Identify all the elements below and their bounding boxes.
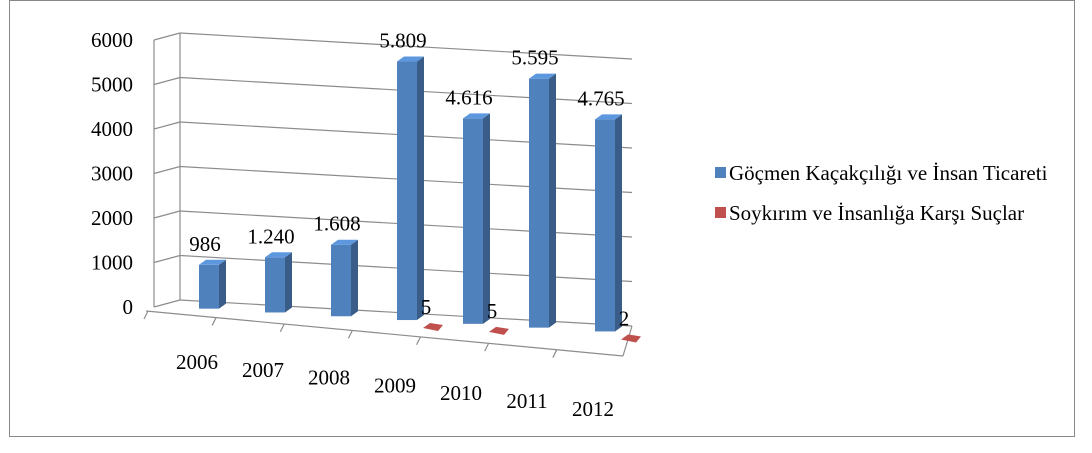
gridline [179, 32, 633, 60]
bar [423, 323, 443, 332]
x-tick [143, 310, 149, 320]
data-label: 2 [619, 306, 630, 330]
data-label: 4.765 [577, 86, 624, 110]
bar [529, 78, 549, 328]
gridline-side [153, 254, 181, 264]
chart-legend: Göçmen Kaçakçılığı ve İnsan Ticareti Soy… [713, 160, 1083, 240]
gridline-side [153, 32, 181, 41]
y-tick-label: 4000 [91, 117, 133, 141]
data-label: 4.616 [445, 85, 492, 109]
legend-item-series-2: Soykırım ve İnsanlığa Karşı Suçlar [713, 200, 1083, 226]
data-label: 5.809 [379, 29, 426, 53]
bar [595, 119, 615, 332]
x-tick [347, 330, 353, 339]
x-tick [484, 342, 490, 352]
legend-label-series-1: Göçmen Kaçakçılığı ve İnsan Ticareti [729, 161, 1048, 185]
y-tick-label: 0 [123, 295, 134, 319]
bar [265, 257, 285, 313]
bar-top [199, 259, 226, 265]
y-tick-label: 2000 [91, 206, 133, 230]
x-tick [552, 349, 558, 358]
bar [489, 326, 509, 335]
x-axis-line [145, 310, 624, 357]
x-tick [416, 336, 422, 345]
bar-top [463, 113, 490, 119]
y-tick-label: 1000 [91, 251, 133, 275]
bar-top [529, 73, 556, 79]
x-tick-label: 2010 [440, 381, 482, 405]
bar-side [351, 239, 358, 317]
data-label: 986 [189, 232, 221, 256]
x-tick-label: 2007 [242, 358, 284, 382]
bar-top [331, 239, 358, 245]
floor-right-edge [622, 325, 633, 357]
bar-top [397, 56, 424, 62]
bar-side [417, 56, 424, 321]
x-tick-label: 2011 [506, 389, 547, 413]
data-label: 5 [421, 295, 432, 319]
bar-side [549, 73, 556, 328]
bar-side [219, 259, 226, 309]
gridline-side [153, 121, 181, 130]
data-label: 5.595 [511, 46, 558, 70]
bar [621, 334, 641, 343]
bar-side [483, 113, 490, 324]
x-tick [211, 317, 217, 326]
bar-side [615, 114, 622, 332]
gridline-side [153, 210, 181, 219]
bar [463, 118, 483, 324]
bar-top [595, 114, 622, 120]
gridline-side [153, 299, 181, 308]
bar-top [265, 252, 292, 258]
y-tick-label: 5000 [91, 73, 133, 97]
y-tick-label: 3000 [91, 162, 133, 186]
x-tick-label: 2006 [176, 350, 218, 374]
legend-label-series-2: Soykırım ve İnsanlığa Karşı Suçlar [729, 201, 1025, 225]
x-tick [279, 323, 285, 333]
gridline-side [153, 165, 181, 175]
y-tick-label: 6000 [91, 28, 133, 52]
legend-swatch-series-1 [715, 167, 726, 178]
gridline-side [153, 76, 181, 86]
bar [397, 61, 417, 321]
legend-swatch-series-2 [715, 207, 726, 218]
bar [199, 264, 219, 309]
x-tick-label: 2008 [308, 366, 350, 390]
data-label: 5 [487, 299, 498, 323]
legend-item-series-1: Göçmen Kaçakçılığı ve İnsan Ticareti [713, 160, 1083, 186]
bar-side [285, 252, 292, 313]
data-label: 1.608 [313, 212, 360, 236]
x-tick-label: 2009 [374, 373, 416, 397]
data-label: 1.240 [247, 224, 294, 248]
bar [331, 244, 351, 317]
x-tick-label: 2012 [572, 397, 614, 421]
